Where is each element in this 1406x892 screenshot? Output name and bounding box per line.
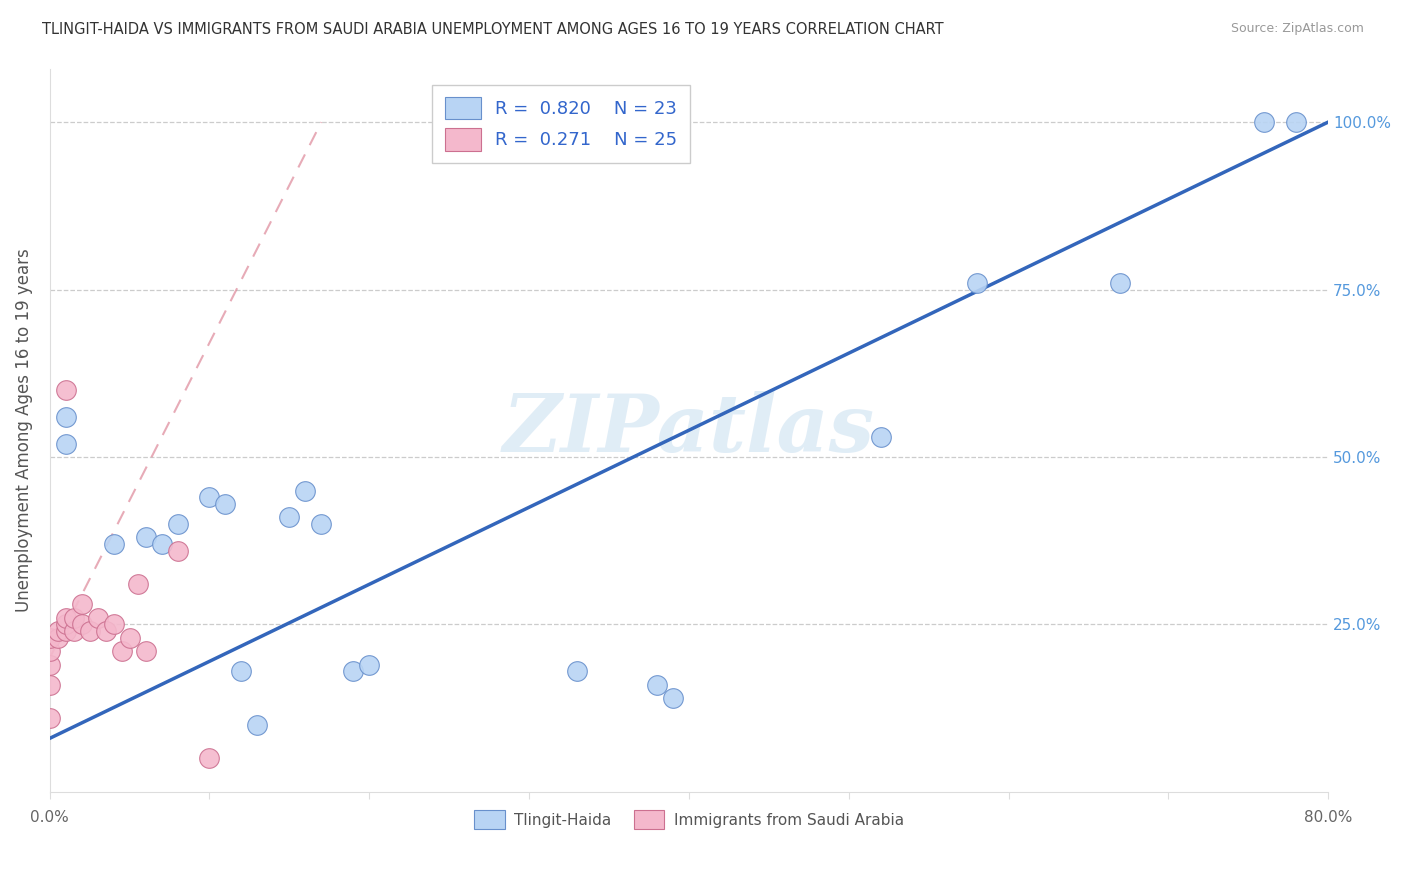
- Y-axis label: Unemployment Among Ages 16 to 19 years: Unemployment Among Ages 16 to 19 years: [15, 248, 32, 612]
- Point: [79, 624, 101, 639]
- Point: [645, 678, 668, 692]
- Point: [38, 644, 60, 658]
- Point: [70, 598, 93, 612]
- Point: [150, 537, 173, 551]
- Point: [1109, 276, 1132, 290]
- Point: [62, 624, 84, 639]
- Point: [135, 530, 157, 544]
- Point: [70, 617, 93, 632]
- Point: [94, 624, 117, 639]
- Point: [55, 624, 77, 639]
- Text: Source: ZipAtlas.com: Source: ZipAtlas.com: [1230, 22, 1364, 36]
- Point: [166, 516, 188, 531]
- Point: [55, 611, 77, 625]
- Point: [55, 617, 77, 632]
- Point: [214, 497, 236, 511]
- Point: [46, 631, 69, 645]
- Text: TLINGIT-HAIDA VS IMMIGRANTS FROM SAUDI ARABIA UNEMPLOYMENT AMONG AGES 16 TO 19 Y: TLINGIT-HAIDA VS IMMIGRANTS FROM SAUDI A…: [42, 22, 943, 37]
- Point: [55, 409, 77, 424]
- Point: [55, 383, 77, 397]
- Point: [294, 483, 316, 498]
- Point: [231, 665, 253, 679]
- Point: [86, 611, 108, 625]
- Point: [662, 691, 685, 706]
- Point: [38, 678, 60, 692]
- Point: [198, 490, 221, 504]
- Point: [62, 611, 84, 625]
- Point: [1285, 115, 1308, 129]
- Point: [198, 751, 221, 765]
- Point: [38, 711, 60, 725]
- Point: [246, 718, 269, 732]
- Text: ZIPatlas: ZIPatlas: [503, 392, 875, 469]
- Point: [38, 657, 60, 672]
- Point: [342, 665, 364, 679]
- Point: [311, 516, 333, 531]
- Legend: Tlingit-Haida, Immigrants from Saudi Arabia: Tlingit-Haida, Immigrants from Saudi Ara…: [468, 804, 910, 835]
- Point: [118, 631, 141, 645]
- Point: [359, 657, 381, 672]
- Point: [38, 631, 60, 645]
- Point: [278, 510, 301, 524]
- Point: [966, 276, 988, 290]
- Point: [46, 624, 69, 639]
- Point: [103, 617, 125, 632]
- Point: [1253, 115, 1275, 129]
- Point: [103, 537, 125, 551]
- Point: [55, 436, 77, 450]
- Point: [127, 577, 149, 591]
- Point: [135, 644, 157, 658]
- Point: [110, 644, 132, 658]
- Point: [869, 430, 891, 444]
- Point: [166, 544, 188, 558]
- Point: [565, 665, 588, 679]
